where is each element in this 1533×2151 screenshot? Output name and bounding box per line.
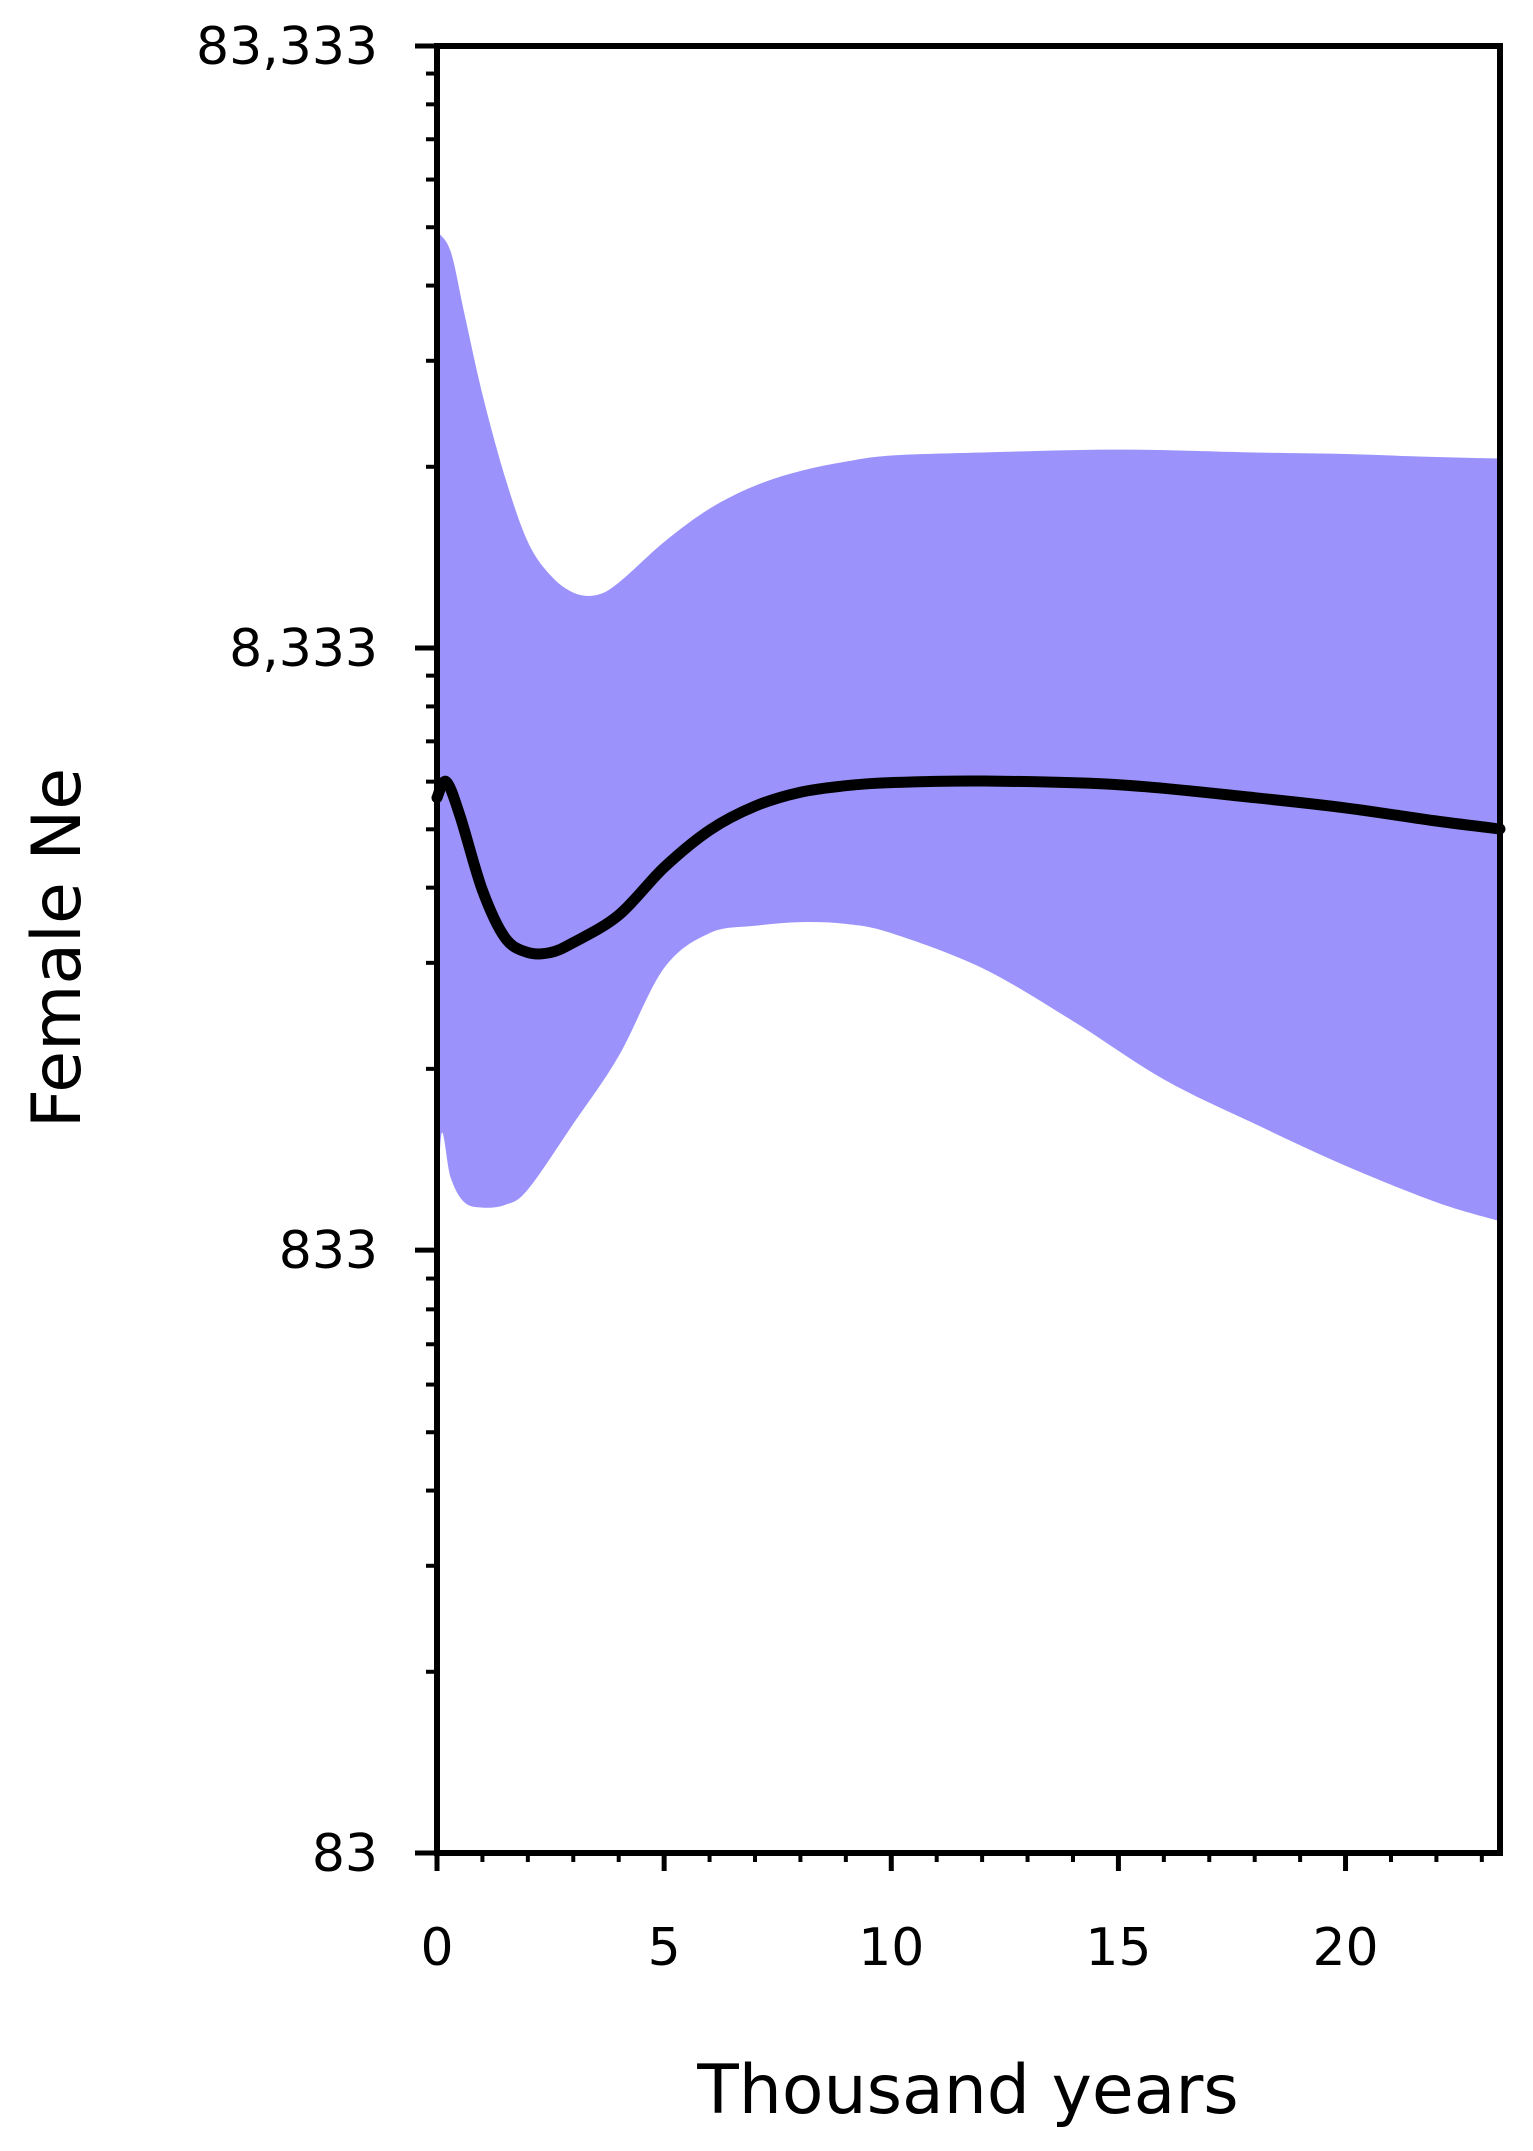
plot-frame — [434, 43, 1503, 1856]
x-axis-title: Thousand years — [696, 2051, 1238, 2130]
x-tick-label: 0 — [420, 1918, 453, 1978]
axes-layer — [434, 43, 1503, 1856]
y-tick-label: 83 — [312, 1824, 378, 1884]
confidence-band — [437, 231, 1500, 1230]
median-line-layer — [431, 775, 1506, 960]
y-tick-label: 833 — [279, 1221, 378, 1281]
x-tick-label: 10 — [858, 1918, 924, 1978]
y-axis-title: Female Ne — [18, 768, 97, 1128]
y-tick-label: 83,333 — [196, 17, 378, 77]
ticks-layer — [415, 43, 1484, 1871]
median-line — [431, 775, 1506, 960]
confidence-band-layer — [437, 231, 1500, 1230]
x-tick-label: 20 — [1312, 1918, 1378, 1978]
x-tick-label: 15 — [1085, 1918, 1151, 1978]
x-tick-label: 5 — [648, 1918, 681, 1978]
y-tick-label: 8,333 — [229, 619, 378, 679]
tick-labels-layer: 0 5 10 15 20 83 833 8,333 83,333 — [196, 17, 1379, 1978]
